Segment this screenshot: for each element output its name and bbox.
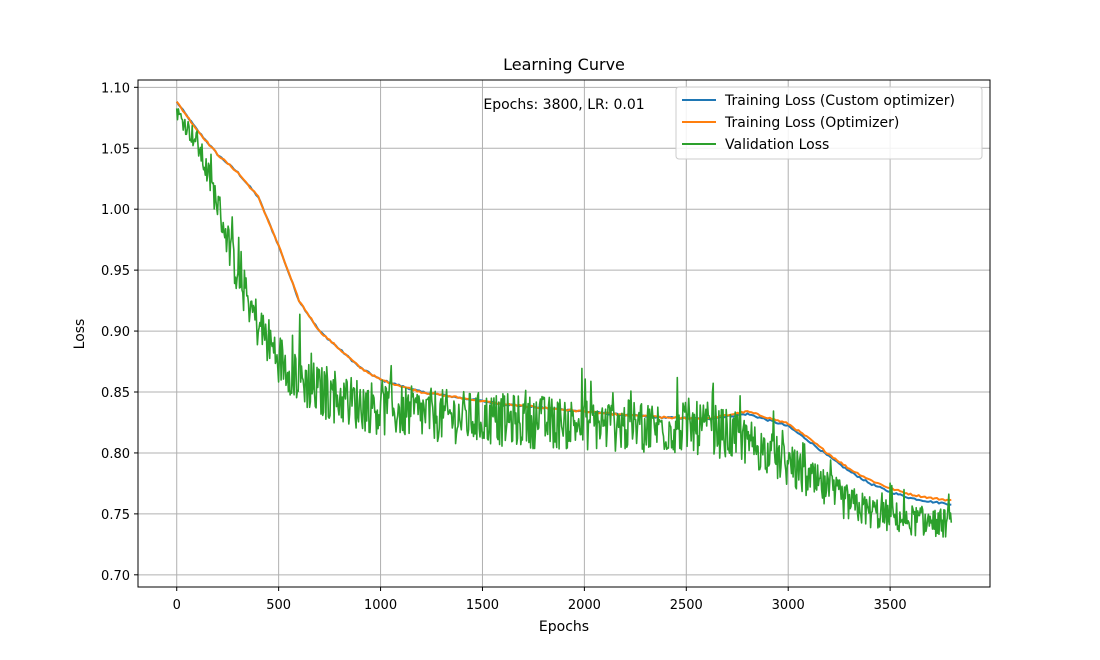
- legend-box: [675, 86, 983, 160]
- epochs-lr-annotation: Epochs: 3800, LR: 0.01: [483, 97, 644, 113]
- x-tick-label: 500: [266, 598, 291, 613]
- y-axis-ticks: 0.70 0.75 0.80 0.85 0.90 0.95 1.00 1.05 1.10: [101, 81, 138, 584]
- y-tick-label: 1.10: [101, 81, 130, 96]
- series-lines: [175, 100, 953, 538]
- y-tick-label: 0.85: [101, 386, 130, 401]
- x-tick-label: 3500: [874, 598, 907, 613]
- y-tick-label: 1.05: [101, 142, 130, 157]
- plot-frame: [137, 79, 991, 588]
- legend: Training Loss (Custom optimizer) Trainin…: [675, 86, 983, 160]
- x-tick-label: 2500: [670, 598, 703, 613]
- x-tick-label: 1500: [466, 598, 499, 613]
- legend-label-custom-optimizer: Training Loss (Custom optimizer): [724, 93, 955, 109]
- chart-title: Learning Curve: [503, 55, 625, 74]
- series-line-custom-optimizer: [175, 101, 952, 506]
- x-tick-label: 0: [173, 598, 181, 613]
- y-tick-label: 0.75: [101, 508, 130, 523]
- y-tick-label: 0.90: [101, 325, 130, 340]
- x-tick-label: 3000: [772, 598, 805, 613]
- x-axis-label: Epochs: [539, 619, 589, 635]
- x-tick-label: 2000: [568, 598, 601, 613]
- x-axis-ticks: 0 500 1000 1500 2000 2500 3000 3500: [173, 587, 907, 613]
- y-tick-label: 1.00: [101, 203, 130, 218]
- legend-label-optimizer: Training Loss (Optimizer): [724, 115, 899, 131]
- series-line-validation: [175, 108, 953, 538]
- y-tick-label: 0.95: [101, 264, 130, 279]
- y-tick-label: 0.80: [101, 447, 130, 462]
- y-axis-label: Loss: [72, 319, 88, 350]
- series-line-optimizer: [175, 100, 952, 502]
- x-tick-label: 1000: [364, 598, 397, 613]
- y-tick-label: 0.70: [101, 569, 130, 584]
- legend-label-validation: Validation Loss: [725, 137, 829, 153]
- grid: [138, 80, 990, 587]
